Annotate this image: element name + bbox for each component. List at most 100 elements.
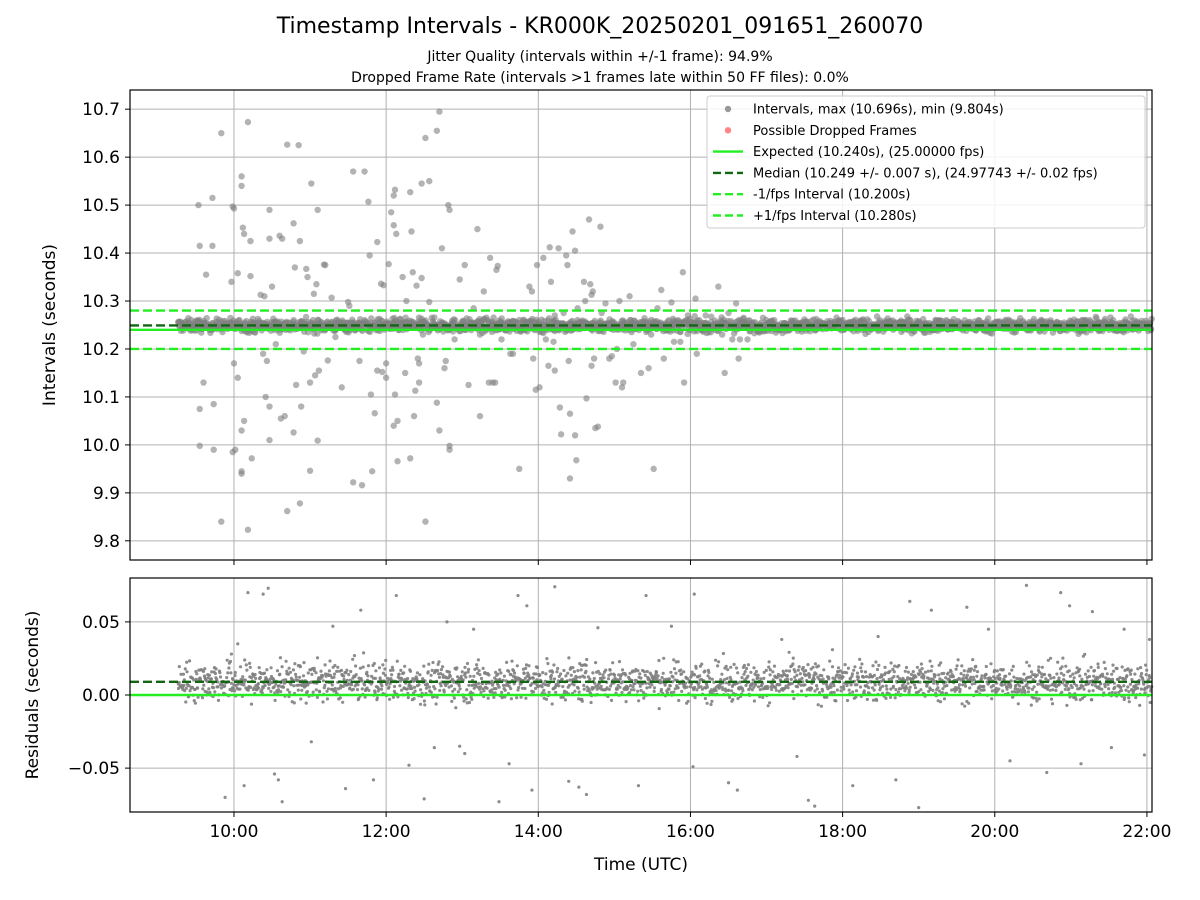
residual-point xyxy=(347,673,351,677)
residual-point xyxy=(1122,684,1126,688)
interval-point xyxy=(498,336,505,343)
residual-point xyxy=(710,699,714,704)
residual-point xyxy=(624,673,628,677)
residual-point xyxy=(185,670,189,674)
residual-point xyxy=(567,656,571,660)
residual-point xyxy=(1127,700,1131,704)
interval-point xyxy=(612,379,619,386)
residual-point xyxy=(201,669,206,674)
residual-point xyxy=(654,670,659,674)
residual-point xyxy=(179,672,183,676)
residual-point xyxy=(477,681,481,686)
residual-point xyxy=(942,671,946,676)
residual-point xyxy=(1000,683,1004,687)
residual-point xyxy=(459,674,463,678)
residual-point xyxy=(273,691,277,695)
y-tick-label: 10.1 xyxy=(82,388,120,408)
residual-point xyxy=(249,685,253,690)
residual-point xyxy=(430,668,434,673)
residual-point xyxy=(494,687,498,691)
interval-point xyxy=(391,186,399,193)
interval-point xyxy=(445,201,452,209)
residual-point xyxy=(862,689,866,693)
residual-point xyxy=(468,674,472,678)
residual-point xyxy=(1029,670,1034,674)
residual-point xyxy=(287,666,291,670)
residual-point xyxy=(248,665,252,669)
residual-point xyxy=(705,701,709,705)
residual-point xyxy=(883,665,887,670)
residual-point xyxy=(725,676,729,681)
residual-point xyxy=(903,689,907,693)
residual-point xyxy=(923,670,928,674)
residual-point xyxy=(892,674,896,679)
interval-point xyxy=(259,350,267,357)
residual-point xyxy=(1082,687,1086,691)
residual-point xyxy=(724,681,729,685)
residual-point xyxy=(965,673,970,677)
residual-point xyxy=(766,704,770,708)
residual-point xyxy=(963,704,967,708)
residual-point xyxy=(771,670,775,674)
residual-point xyxy=(660,676,664,680)
residual-point xyxy=(846,666,851,670)
residual-point xyxy=(256,682,260,686)
residual-point xyxy=(438,688,442,693)
residual-point xyxy=(894,688,898,692)
residual-point xyxy=(825,695,829,699)
residual-point xyxy=(201,687,205,691)
residual-point xyxy=(397,672,401,676)
residual-point xyxy=(843,663,847,667)
residual-point xyxy=(524,663,529,667)
residual-point xyxy=(692,673,697,677)
interval-point xyxy=(414,355,422,362)
residual-point xyxy=(962,673,966,677)
interval-point xyxy=(393,230,400,238)
residual-point xyxy=(310,672,314,677)
residual-point xyxy=(415,671,419,675)
residual-point xyxy=(888,695,893,700)
interval-point xyxy=(209,194,216,202)
residual-point xyxy=(626,685,630,690)
interval-point xyxy=(588,362,595,369)
residual-point xyxy=(184,686,188,691)
residual-point xyxy=(896,690,901,694)
residual-point xyxy=(225,658,229,662)
residual-point xyxy=(1083,652,1087,656)
residual-point xyxy=(503,688,507,693)
residual-point xyxy=(732,662,736,667)
residual-point xyxy=(441,673,445,677)
interval-point xyxy=(674,317,681,324)
residual-point xyxy=(761,695,765,700)
residual-point xyxy=(405,687,409,691)
residual-point xyxy=(276,688,281,692)
residual-point xyxy=(624,700,628,704)
residual-point xyxy=(546,683,551,688)
residual-point xyxy=(648,685,652,689)
residual-point xyxy=(1140,671,1144,676)
residual-point xyxy=(1142,753,1146,757)
residual-point xyxy=(383,667,387,671)
residual-point xyxy=(908,599,912,604)
residual-point xyxy=(770,687,774,692)
interval-point xyxy=(415,379,423,386)
residual-point xyxy=(1034,696,1038,700)
interval-point xyxy=(580,278,588,286)
residual-point xyxy=(229,671,233,675)
residual-point xyxy=(726,668,730,672)
y-axis-label: Intervals (seconds) xyxy=(40,244,60,406)
residual-point xyxy=(850,674,854,678)
residual-point xyxy=(982,688,986,692)
residual-point xyxy=(1026,690,1030,694)
residual-point xyxy=(374,669,378,673)
residual-point xyxy=(366,674,370,678)
interval-point xyxy=(302,313,310,321)
residual-point xyxy=(400,688,404,692)
residual-point xyxy=(183,689,187,693)
interval-point xyxy=(209,242,216,250)
residual-point xyxy=(860,669,864,674)
residual-point xyxy=(719,678,723,682)
residual-point xyxy=(342,677,346,682)
residual-point xyxy=(993,668,997,673)
interval-point xyxy=(358,481,366,489)
